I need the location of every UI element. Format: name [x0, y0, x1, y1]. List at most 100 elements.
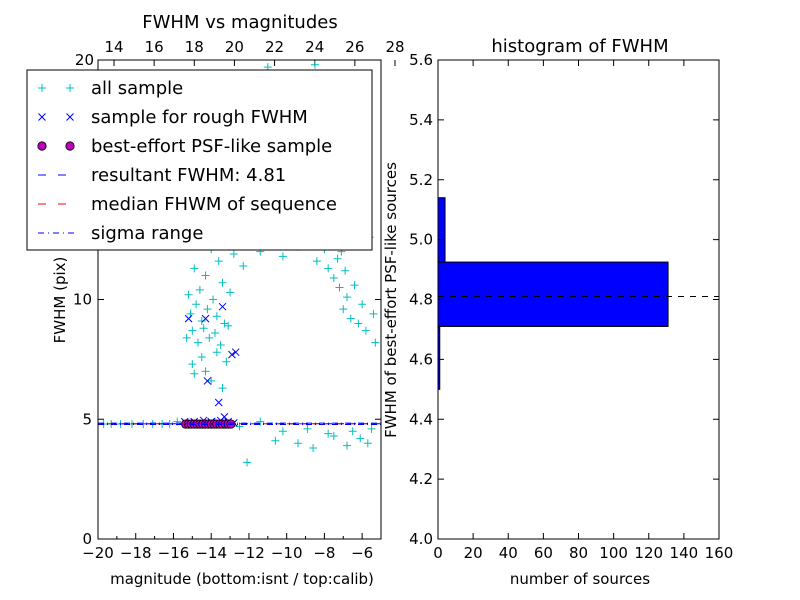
point-0-115	[367, 424, 376, 433]
point-0-107	[243, 458, 252, 467]
point-0-22	[212, 348, 221, 357]
point-0-31	[224, 321, 233, 330]
histogram-x-label: number of sources	[510, 570, 650, 588]
top-tick-label: 14	[104, 38, 123, 56]
point-0-102	[358, 300, 367, 309]
legend-entry-1: sample for rough FWHM	[38, 107, 308, 128]
histogram-y-label: FWHM of best-effort PSF-like sources	[382, 162, 400, 438]
hy-tick-label: 5.6	[409, 51, 433, 69]
scatter-panel: FWHM vs magnitudes 14 16 18 20 22 24 26 28 −20−…	[26, 12, 405, 588]
point-0-81	[310, 60, 319, 69]
hx-tick-label: 0	[433, 544, 443, 562]
point-0-25	[216, 341, 225, 350]
y-tick-label: 5	[82, 410, 92, 428]
scatter-y-axis: 0 5 10 20	[73, 51, 381, 548]
legend-marker	[38, 113, 46, 121]
x-tick-label: −8	[313, 544, 335, 562]
point-0-114	[363, 439, 372, 448]
point-1-2	[218, 302, 227, 311]
point-0-14	[201, 271, 210, 280]
legend-entry-2: best-effort PSF-like sample	[37, 136, 332, 157]
hy-tick-label: 5.2	[409, 171, 433, 189]
hy-tick-label: 4.2	[409, 470, 433, 488]
point-0-112	[343, 441, 352, 450]
point-1-5	[231, 348, 240, 357]
legend-entry-3: resultant FWHM: 4.81	[38, 165, 286, 186]
point-0-113	[356, 434, 365, 443]
point-1-6	[214, 398, 223, 407]
y-tick-label-top: 20	[75, 51, 94, 69]
point-0-88	[324, 264, 333, 273]
hx-tick-label: 120	[634, 544, 663, 562]
point-0-99	[346, 314, 355, 323]
legend-entry-5: sigma range	[38, 223, 203, 244]
histogram-title: histogram of FWHM	[491, 36, 668, 57]
point-0-97	[341, 266, 350, 275]
point-0-105	[369, 309, 378, 318]
top-tick-label: 26	[345, 38, 364, 56]
legend-marker	[65, 141, 75, 151]
hy-tick-label: 4.0	[409, 530, 433, 548]
point-0-117	[324, 429, 333, 438]
point-0-116	[348, 427, 357, 436]
hx-tick-label: 160	[705, 544, 734, 562]
legend-marker	[66, 84, 74, 92]
x-tick-label: −6	[351, 544, 373, 562]
hx-tick-label: 140	[670, 544, 699, 562]
point-0-121	[256, 417, 265, 426]
histogram-panel: histogram of FWHM 0 20 40 60 80 100 120 140 160 …	[382, 36, 733, 588]
point-0-23	[212, 312, 221, 321]
point-0-42	[239, 261, 248, 270]
hx-tick-label: 20	[464, 544, 483, 562]
hx-tick-label: 40	[499, 544, 518, 562]
histogram-x-axis: 0 20 40 60 80 100 120 140 160	[433, 60, 733, 562]
point-0-3	[188, 326, 197, 335]
hx-tick-label: 80	[569, 544, 588, 562]
point-0-98	[343, 293, 352, 302]
legend-label: sigma range	[91, 223, 203, 244]
point-0-35	[229, 249, 238, 258]
point-0-10	[195, 285, 204, 294]
point-0-27	[218, 384, 227, 393]
scatter-x-axis: −20 −18 −16 −14 −12 −10 −8 −6	[82, 533, 373, 562]
legend-label: resultant FWHM: 4.81	[91, 165, 286, 186]
hx-tick-label: 60	[534, 544, 553, 562]
hy-tick-label: 5.0	[409, 231, 433, 249]
point-0-15	[201, 367, 210, 376]
scatter-legend: all sample sample for rough FWHM best-effo…	[26, 69, 373, 251]
hy-tick-label: 4.4	[409, 410, 433, 428]
point-0-106	[371, 338, 380, 347]
point-1-0	[184, 314, 193, 323]
top-tick-label: 16	[145, 38, 164, 56]
point-0-13	[199, 324, 208, 333]
x-tick-label: −20	[82, 544, 114, 562]
point-0-5	[190, 264, 199, 273]
histogram-y-axis: 4.0 4.2 4.4 4.6 4.8 5.0 5.2 5.4 5.6	[409, 51, 719, 548]
scatter-x-label: magnitude (bottom:isnt / top:calib)	[110, 570, 374, 588]
y-tick-label: 0	[82, 530, 92, 548]
legend-marker	[66, 113, 74, 121]
top-tick-label: 24	[305, 38, 324, 56]
top-tick-label: 28	[385, 38, 404, 56]
point-1-3	[203, 377, 212, 385]
legend-entry-0: all sample	[38, 78, 183, 99]
point-0-12	[197, 317, 206, 326]
x-tick-label: −14	[195, 544, 227, 562]
scatter-title: FWHM vs magnitudes	[142, 12, 337, 33]
point-1-1	[201, 314, 210, 323]
point-0-32	[226, 288, 235, 297]
series-1	[180, 302, 240, 427]
point-0-8	[193, 338, 202, 347]
x-tick-label: −16	[158, 544, 190, 562]
point-0-109	[293, 439, 302, 448]
point-0-24	[214, 257, 223, 266]
point-0-111	[329, 432, 338, 441]
point-0-7	[192, 300, 201, 309]
legend-label: all sample	[91, 78, 183, 99]
point-0-64	[278, 252, 287, 261]
point-0-101	[354, 319, 363, 328]
legend-box	[26, 69, 373, 251]
point-0-118	[303, 424, 312, 433]
point-0-4	[188, 360, 197, 369]
hy-tick-label: 4.6	[409, 350, 433, 368]
